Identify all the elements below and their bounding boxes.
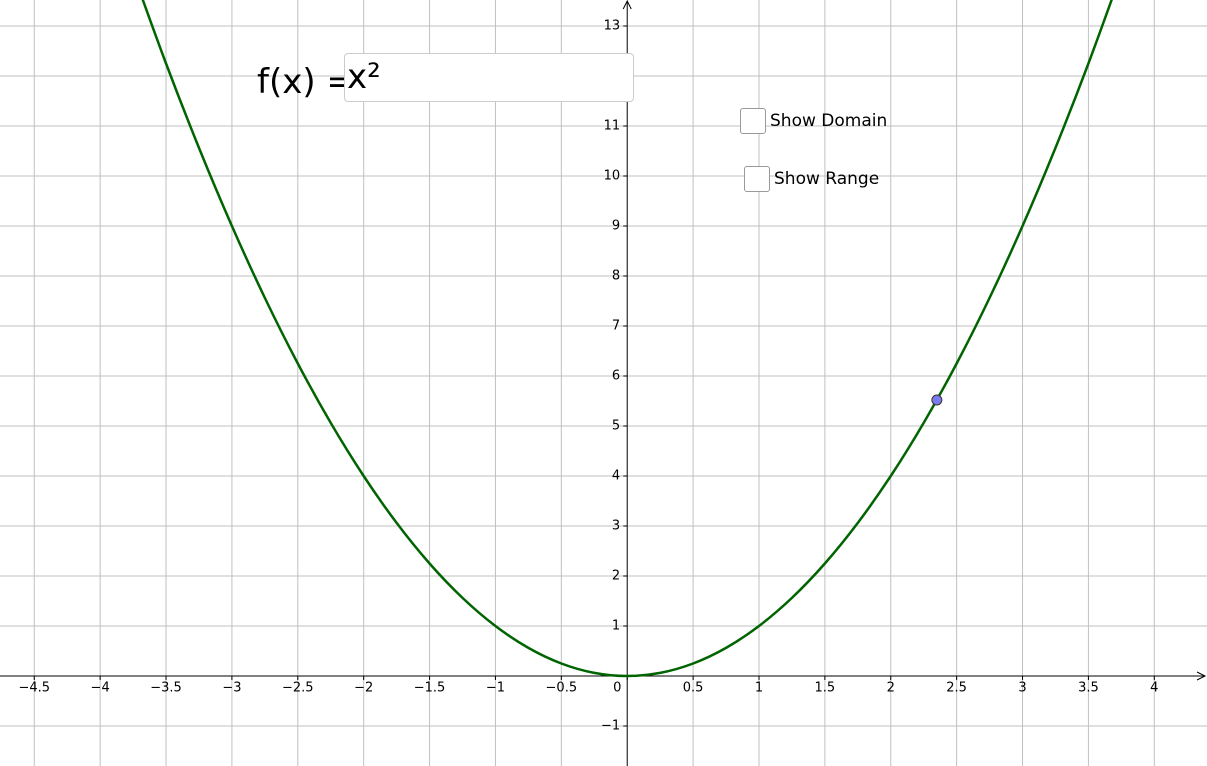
checkbox-box[interactable] [744,166,770,192]
checkbox-label[interactable]: Show Range [774,169,880,189]
checkbox-box[interactable] [740,108,766,134]
y-tick-label: 9 [612,219,620,234]
point[interactable] [931,394,943,406]
x-tick-label: 1.5 [815,681,836,696]
x-tick-label: 2.5 [946,681,967,696]
y-tick-label: 2 [612,569,620,584]
input-label: f(x) = [257,62,355,102]
checkbox-label[interactable]: Show Domain [770,111,888,131]
y-tick-label: 1 [612,619,620,634]
y-tick-label: 7 [612,319,620,334]
y-tick-label: 11 [604,119,621,134]
x-tick-label: −0.5 [546,681,578,696]
y-tick-label: 10 [604,169,621,184]
x-tick-label: 1 [755,681,763,696]
x-tick-label: −3.5 [150,681,182,696]
function-curve [141,0,1113,678]
y-axis-arrow [622,0,632,10]
x-tick-label: −1 [486,681,505,696]
x-tick-label: −2.5 [282,681,314,696]
x-tick-label: −4.5 [18,681,50,696]
x-tick-label: 0 [613,681,621,696]
y-tick-label: 13 [604,19,621,34]
x-tick-label: −2 [354,681,373,696]
input-box[interactable]: x² [344,53,634,102]
x-tick-label: −4 [91,681,110,696]
x-tick-label: −1.5 [414,681,446,696]
y-tick-label: 4 [612,469,620,484]
x-axis-arrow [1196,671,1207,681]
x-tick-label: 3.5 [1078,681,1099,696]
y-tick-label: 8 [612,269,620,284]
x-tick-label: 0.5 [683,681,704,696]
y-tick-label: −1 [601,719,620,734]
x-tick-label: 4 [1150,681,1158,696]
y-tick-label: 5 [612,419,620,434]
y-tick-label: 6 [612,369,620,384]
y-tick-label: 3 [612,519,620,534]
x-tick-label: 2 [887,681,895,696]
x-tick-label: 3 [1018,681,1026,696]
checkbox[interactable]: Show Range [744,166,879,192]
checkbox[interactable]: Show Domain [740,108,887,134]
x-tick-label: −3 [222,681,241,696]
